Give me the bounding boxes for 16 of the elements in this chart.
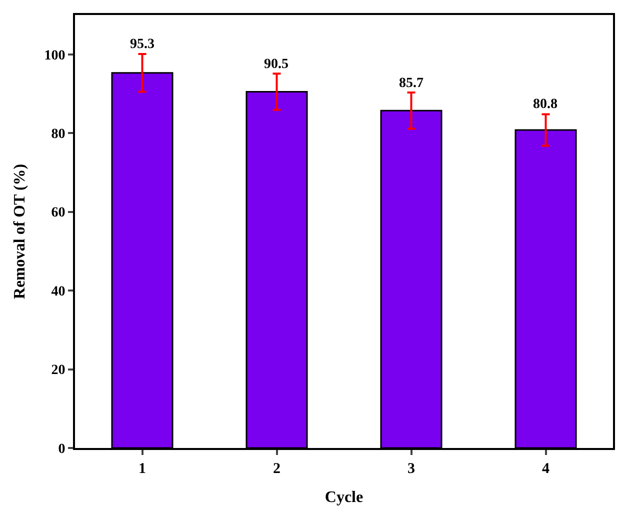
y-tick-label: 100	[44, 48, 66, 64]
x-tick-label: 2	[273, 461, 280, 477]
data-label: 95.3	[130, 37, 154, 52]
y-axis-title: Removal of OT (%)	[12, 164, 29, 300]
x-axis-title: Cycle	[324, 489, 364, 506]
y-tick-label: 20	[51, 363, 66, 378]
data-label: 85.7	[399, 76, 424, 91]
y-tick-label: 0	[58, 442, 66, 457]
x-tick-label: 1	[138, 461, 146, 477]
y-tick-label: 60	[51, 206, 66, 221]
y-tick-label: 40	[51, 284, 66, 300]
x-tick-label: 4	[542, 461, 550, 477]
x-tick-label: 3	[408, 461, 415, 477]
y-tick-label: 80	[51, 126, 66, 142]
data-label: 80.8	[533, 97, 558, 112]
data-label: 90.5	[264, 57, 288, 72]
